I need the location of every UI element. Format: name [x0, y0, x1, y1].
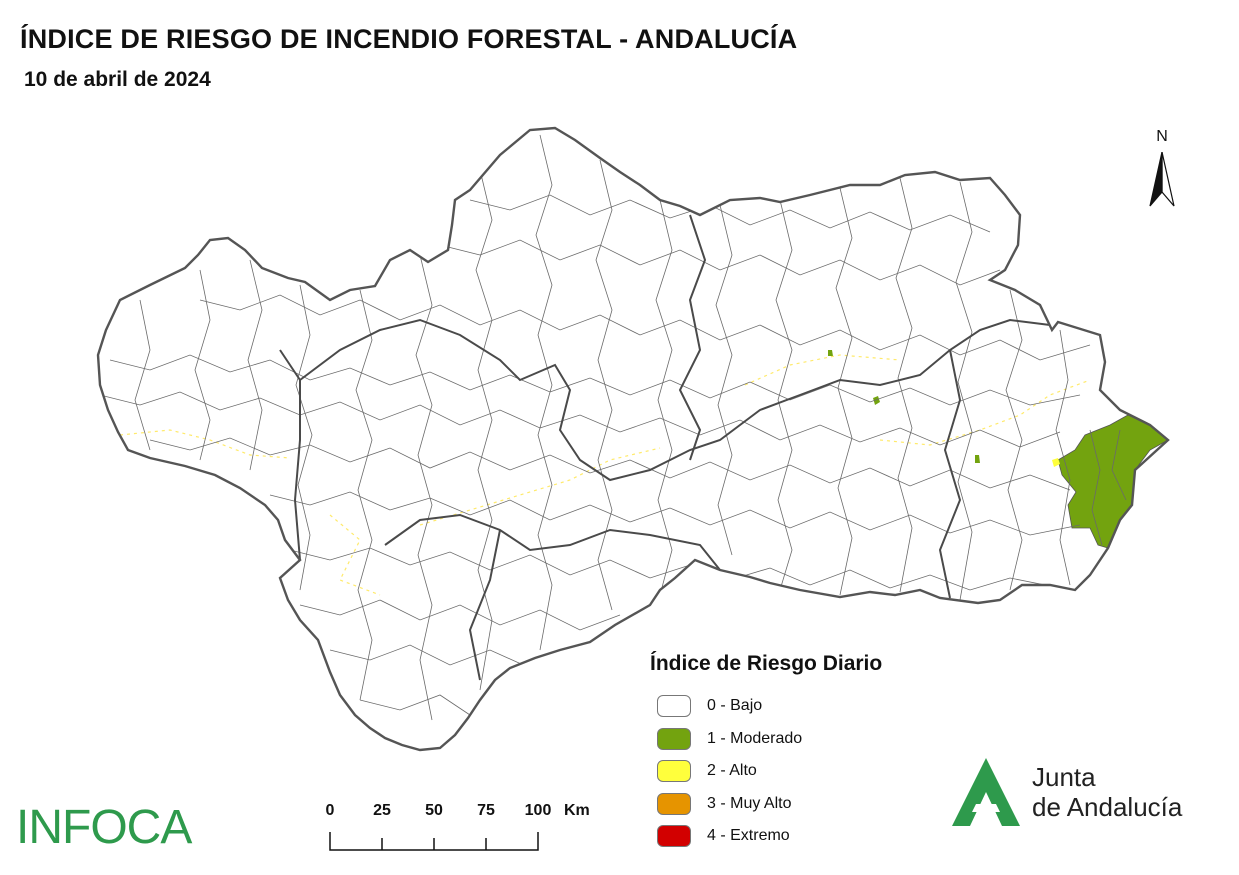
north-label: N [1156, 128, 1168, 145]
legend-item-muy-alto: 3 - Muy Alto [650, 788, 950, 821]
alto-risk-traces [119, 354, 1091, 596]
scale-label-0: 0 [325, 802, 335, 819]
junta-andalucia-logo: Junta de Andalucía [948, 756, 1218, 832]
legend-label: 2 - Alto [707, 762, 757, 780]
legend-label: 0 - Bajo [707, 697, 763, 715]
legend-item-moderado: 1 - Moderado [650, 723, 950, 756]
legend-label: 1 - Moderado [707, 729, 803, 747]
provincial-boundaries [279, 214, 1051, 681]
legend: Índice de Riesgo Diario 0 - Bajo 1 - Mod… [650, 652, 950, 853]
map-date: 10 de abril de 2024 [24, 68, 211, 91]
junta-text: Junta de Andalucía [1032, 762, 1182, 822]
infoca-logo: INFOCA [16, 801, 192, 854]
scale-label-25: 25 [373, 802, 391, 819]
scale-label-100: 100 [524, 802, 552, 819]
legend-label: 3 - Muy Alto [707, 794, 792, 812]
legend-swatch-extremo [657, 825, 691, 848]
legend-swatch-alto [657, 760, 691, 783]
scale-bar: 0 25 50 75 100 Km [318, 800, 598, 860]
legend-item-extremo: 4 - Extremo [650, 820, 950, 853]
scale-bar-graphic [329, 832, 539, 851]
scale-label-50: 50 [425, 802, 443, 819]
north-arrow: N [1140, 128, 1184, 212]
legend-item-alto: 2 - Alto [650, 755, 950, 788]
legend-swatch-muy-alto [657, 792, 691, 815]
legend-label: 4 - Extremo [707, 827, 790, 845]
scale-unit: Km [564, 802, 590, 819]
alto-risk-area [1052, 458, 1060, 467]
north-arrow-icon [1149, 152, 1175, 207]
junta-logo-mark-icon [952, 758, 1020, 826]
municipal-boundaries [99, 134, 1127, 721]
legend-swatch-bajo [657, 695, 691, 718]
junta-line1: Junta [1032, 762, 1096, 792]
junta-line2: de Andalucía [1032, 792, 1183, 822]
legend-title: Índice de Riesgo Diario [650, 652, 883, 675]
scale-label-75: 75 [477, 802, 495, 819]
legend-item-bajo: 0 - Bajo [650, 690, 950, 723]
map-title: ÍNDICE DE RIESGO DE INCENDIO FORESTAL - … [20, 24, 798, 54]
legend-swatch-moderado [657, 727, 691, 750]
